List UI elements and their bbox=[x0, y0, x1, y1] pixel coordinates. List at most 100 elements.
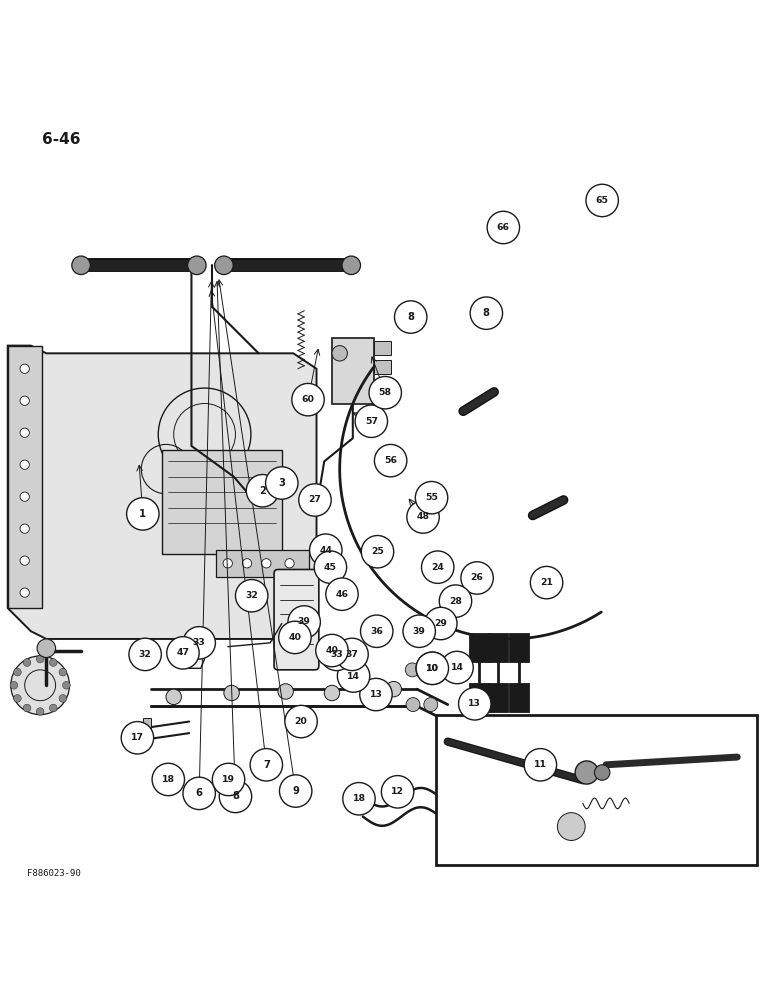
Text: 65: 65 bbox=[596, 196, 608, 205]
Bar bbox=[216, 550, 309, 577]
Circle shape bbox=[49, 704, 57, 712]
Circle shape bbox=[326, 578, 358, 610]
Circle shape bbox=[72, 256, 90, 275]
Circle shape bbox=[360, 678, 392, 711]
Circle shape bbox=[183, 627, 215, 659]
Text: 9: 9 bbox=[293, 786, 299, 796]
Text: 58: 58 bbox=[379, 388, 391, 397]
Circle shape bbox=[530, 566, 563, 599]
Text: 8: 8 bbox=[232, 791, 239, 801]
Text: 46: 46 bbox=[336, 590, 348, 599]
Circle shape bbox=[36, 655, 44, 663]
Circle shape bbox=[278, 684, 293, 699]
Polygon shape bbox=[8, 346, 317, 639]
Text: 39: 39 bbox=[298, 617, 310, 626]
Circle shape bbox=[242, 559, 252, 568]
Circle shape bbox=[363, 687, 378, 702]
Circle shape bbox=[336, 638, 368, 671]
Circle shape bbox=[215, 256, 233, 275]
Circle shape bbox=[459, 688, 491, 720]
Circle shape bbox=[20, 428, 29, 437]
Text: 14: 14 bbox=[347, 672, 360, 681]
Text: 14: 14 bbox=[451, 663, 463, 672]
Text: 8: 8 bbox=[482, 308, 490, 318]
Circle shape bbox=[316, 634, 348, 667]
Bar bbox=[488, 633, 508, 662]
Text: 21: 21 bbox=[540, 578, 553, 587]
Circle shape bbox=[219, 780, 252, 813]
Circle shape bbox=[279, 775, 312, 807]
Text: 37: 37 bbox=[346, 650, 358, 659]
Circle shape bbox=[37, 639, 56, 657]
Text: 36: 36 bbox=[371, 627, 383, 636]
Circle shape bbox=[288, 606, 320, 638]
Circle shape bbox=[23, 704, 31, 712]
Text: 17: 17 bbox=[131, 733, 144, 742]
Text: 13: 13 bbox=[370, 690, 382, 699]
Bar bbox=[374, 383, 391, 397]
Circle shape bbox=[324, 685, 340, 701]
Circle shape bbox=[342, 256, 361, 275]
Circle shape bbox=[246, 475, 279, 507]
Circle shape bbox=[212, 763, 245, 796]
Text: 56: 56 bbox=[384, 456, 397, 465]
Circle shape bbox=[422, 551, 454, 583]
Circle shape bbox=[557, 813, 585, 840]
Text: 40: 40 bbox=[289, 633, 301, 642]
Circle shape bbox=[36, 708, 44, 715]
Bar bbox=[332, 338, 374, 403]
Text: 6-46: 6-46 bbox=[42, 132, 81, 147]
Circle shape bbox=[424, 661, 438, 675]
Circle shape bbox=[405, 663, 419, 677]
Circle shape bbox=[10, 681, 18, 689]
Text: 32: 32 bbox=[245, 591, 258, 600]
Circle shape bbox=[266, 467, 298, 499]
Circle shape bbox=[461, 562, 493, 594]
Text: 10: 10 bbox=[426, 664, 438, 673]
Circle shape bbox=[63, 681, 70, 689]
Text: 18: 18 bbox=[353, 794, 365, 803]
Circle shape bbox=[355, 405, 388, 437]
Bar bbox=[436, 715, 757, 865]
Circle shape bbox=[575, 761, 598, 784]
Circle shape bbox=[178, 651, 193, 666]
Circle shape bbox=[310, 534, 342, 566]
Circle shape bbox=[394, 301, 427, 333]
Polygon shape bbox=[8, 346, 42, 608]
Text: F886023-90: F886023-90 bbox=[27, 869, 81, 878]
Circle shape bbox=[224, 685, 239, 701]
Text: 39: 39 bbox=[413, 627, 425, 636]
Circle shape bbox=[381, 776, 414, 808]
Text: 26: 26 bbox=[471, 573, 483, 582]
Circle shape bbox=[374, 444, 407, 477]
Text: 60: 60 bbox=[302, 395, 314, 404]
Circle shape bbox=[20, 460, 29, 469]
Circle shape bbox=[262, 559, 271, 568]
Circle shape bbox=[129, 638, 161, 671]
Circle shape bbox=[406, 698, 420, 712]
Text: 6: 6 bbox=[195, 788, 203, 798]
Text: 55: 55 bbox=[425, 493, 438, 502]
Text: 12: 12 bbox=[391, 787, 404, 796]
Text: 10: 10 bbox=[426, 664, 438, 673]
Circle shape bbox=[416, 652, 449, 685]
Circle shape bbox=[425, 607, 457, 640]
Text: 20: 20 bbox=[295, 717, 307, 726]
Circle shape bbox=[470, 297, 503, 329]
Circle shape bbox=[386, 681, 401, 697]
Circle shape bbox=[59, 668, 66, 676]
Circle shape bbox=[183, 777, 215, 810]
Circle shape bbox=[285, 559, 294, 568]
Text: 57: 57 bbox=[365, 417, 378, 426]
Circle shape bbox=[332, 346, 347, 361]
Circle shape bbox=[235, 580, 268, 612]
Circle shape bbox=[416, 652, 449, 685]
Circle shape bbox=[415, 481, 448, 514]
Bar bbox=[162, 450, 282, 554]
Circle shape bbox=[14, 668, 22, 676]
Text: 40: 40 bbox=[326, 646, 338, 655]
Circle shape bbox=[166, 689, 181, 705]
Circle shape bbox=[524, 749, 557, 781]
Circle shape bbox=[586, 184, 618, 217]
Text: 1: 1 bbox=[139, 509, 147, 519]
